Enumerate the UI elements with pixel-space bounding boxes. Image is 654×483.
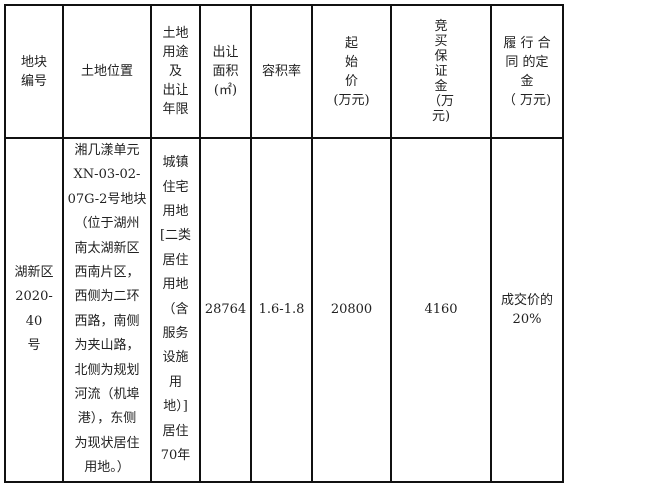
cell-area: 28764: [199, 137, 252, 483]
cell-performance-deposit: 成交价的 20%: [490, 137, 564, 483]
cell-plot-no: 湖新区 2020-40 号: [4, 137, 64, 483]
header-plot-no: 地块 编号: [4, 4, 64, 139]
header-start-price: 起 始 价 (万元): [311, 4, 392, 139]
header-plot-ratio: 容积率: [250, 4, 313, 139]
table-header-row: 地块 编号 土地位置 土地 用途 及 出让 年限 出让 面积 (㎡) 容积率 起…: [4, 4, 652, 139]
header-performance-deposit: 履 行 合 同 的定 金 （ 万元): [490, 4, 564, 139]
header-location: 土地位置: [62, 4, 152, 139]
cell-start-price: 20800: [311, 137, 392, 483]
cell-deposit: 4160: [390, 137, 492, 483]
header-area: 出让 面积 (㎡): [199, 4, 252, 139]
cell-use-term: 城镇 住宅 用地 [二类 居住 用地 （含 服务 设施 用 地）] 居住 70年: [150, 137, 201, 483]
land-auction-table: 地块 编号 土地位置 土地 用途 及 出让 年限 出让 面积 (㎡) 容积率 起…: [4, 4, 653, 483]
table-row: 湖新区 2020-40 号 湘几漾单元 XN-03-02- 07G-2号地块 （…: [4, 137, 652, 483]
header-deposit: 竞 买 保 证 金 （万 元): [390, 4, 492, 139]
header-use-term: 土地 用途 及 出让 年限: [150, 4, 201, 139]
cell-location: 湘几漾单元 XN-03-02- 07G-2号地块 （位于湖州 南太湖新区 西南片…: [62, 137, 152, 483]
cell-plot-ratio: 1.6-1.8: [250, 137, 313, 483]
